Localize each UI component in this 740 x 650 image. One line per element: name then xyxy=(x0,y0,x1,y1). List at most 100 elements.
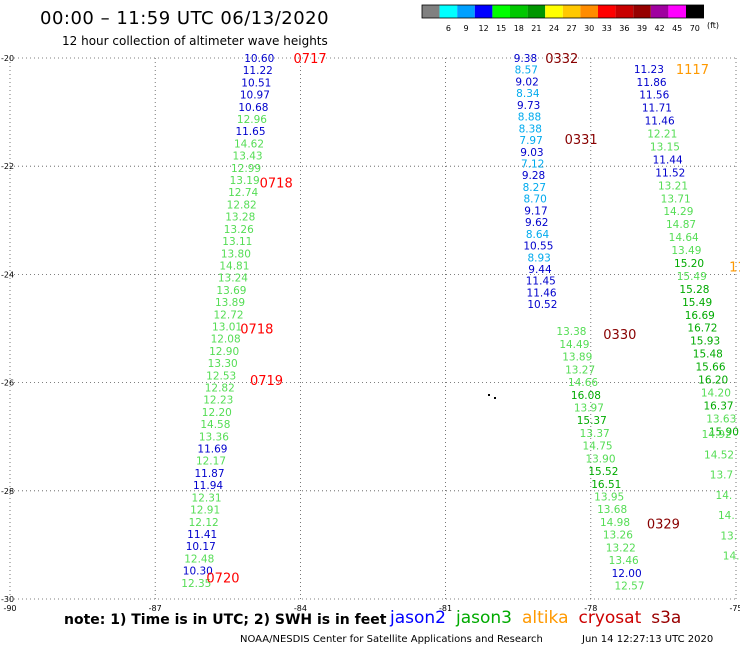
x-tick-label: -90 xyxy=(3,604,16,613)
satellite-legend-jason3: jason3 xyxy=(456,608,512,628)
wave-height-value: 11.23 xyxy=(634,64,664,76)
wave-height-value: 10.30 xyxy=(183,566,213,578)
wave-height-value: 13.37 xyxy=(580,428,610,440)
wave-height-value: 15.20 xyxy=(674,258,704,270)
chart-title: 00:00 – 11:59 UTC 06/13/2020 xyxy=(40,8,330,29)
wave-height-value: 8.38 xyxy=(519,123,542,135)
pass-number-label: 0717 xyxy=(294,52,327,67)
x-tick-label: -75 xyxy=(729,604,740,613)
wave-height-value: 13.26 xyxy=(603,530,633,542)
wave-height-value: 16.51 xyxy=(591,479,621,491)
chart-subtitle: 12 hour collection of altimeter wave hei… xyxy=(62,34,328,48)
legend-label: 24 xyxy=(549,24,559,33)
y-tick-label: -20 xyxy=(1,54,14,63)
wave-height-value: 13.49 xyxy=(671,245,701,257)
wave-height-value: 7.97 xyxy=(519,135,542,147)
pass-number-label: 1117 xyxy=(676,63,709,78)
wave-height-value: 12.99 xyxy=(231,163,261,175)
wave-height-value: 13.68 xyxy=(597,504,627,516)
y-tick-label: -26 xyxy=(1,379,14,388)
wave-height-value: 9.62 xyxy=(525,217,548,229)
wave-height-value: 13.21 xyxy=(658,180,688,192)
wave-height-value: 11.65 xyxy=(235,126,265,138)
wave-height-value: 11.44 xyxy=(653,154,683,166)
wave-height-value: 13. xyxy=(720,530,737,542)
legend-swatch xyxy=(545,5,563,18)
wave-height-value: 8.34 xyxy=(516,88,540,100)
wave-height-value: 12.82 xyxy=(227,199,257,211)
wave-height-value: 8.93 xyxy=(527,252,550,264)
wave-height-value: 7.12 xyxy=(521,158,544,170)
wave-height-value: 9.28 xyxy=(522,170,545,182)
satellite-legend: jason2 jason3 altika cryosat s3a xyxy=(390,608,691,628)
wave-height-value: 12.12 xyxy=(189,517,219,529)
wave-height-value: 13.15 xyxy=(650,141,680,153)
wave-height-value: 14. xyxy=(718,510,735,522)
wave-height-value: 8.70 xyxy=(523,194,546,206)
satellite-tracks: 10.6011.2210.5110.9710.6812.9611.6514.62… xyxy=(181,53,739,592)
wave-height-value: 15.49 xyxy=(677,271,707,283)
legend-swatch xyxy=(580,5,598,18)
wave-height-value: 11.56 xyxy=(639,90,669,102)
legend-label: 12 xyxy=(479,24,489,33)
y-tick-label: -30 xyxy=(1,595,14,604)
wave-height-value: 12.23 xyxy=(203,395,233,407)
wave-height-value: 11.87 xyxy=(194,468,224,480)
wave-height-value: 14.98 xyxy=(600,517,630,529)
wave-height-value: 13.22 xyxy=(606,542,636,554)
pass-number-label: 0720 xyxy=(206,571,239,586)
wave-height-value: 13.43 xyxy=(233,151,263,163)
legend-swatch xyxy=(457,5,475,18)
pass-number-label: 0719 xyxy=(250,374,283,389)
y-tick-label: -24 xyxy=(1,270,14,279)
wave-height-value: 14.52 xyxy=(704,449,734,461)
legend-label: 6 xyxy=(446,24,451,33)
wave-height-value: 8.88 xyxy=(518,112,541,124)
wave-height-value: 13.95 xyxy=(594,491,624,503)
legend-swatch xyxy=(598,5,616,18)
wave-height-value: 9.73 xyxy=(517,100,540,112)
wave-height-value: 10.17 xyxy=(186,541,216,553)
legend-label: 36 xyxy=(619,24,629,33)
wave-height-value: 11.45 xyxy=(526,276,556,288)
wave-height-value: 16.69 xyxy=(685,310,715,322)
wave-height-value: 13.69 xyxy=(216,285,246,297)
wave-height-value: 12.21 xyxy=(647,129,677,141)
wave-height-value: 11.69 xyxy=(197,444,227,456)
legend-label: 18 xyxy=(514,24,524,33)
legend-swatch xyxy=(527,5,546,18)
wave-height-value: 14. xyxy=(723,551,740,563)
wave-height-value: 14.81 xyxy=(219,260,249,272)
footer-note: note: 1) Time is in UTC; 2) SWH is in fe… xyxy=(64,612,387,628)
wave-height-value: 9.44 xyxy=(528,264,552,276)
wave-height-value: 14.62 xyxy=(234,138,264,150)
wave-height-value: 16.37 xyxy=(704,400,734,412)
wave-height-value: 14.49 xyxy=(559,339,589,351)
legend-label: 27 xyxy=(567,24,577,33)
wave-height-value: 8.27 xyxy=(523,182,546,194)
wave-height-value: 13.36 xyxy=(199,431,229,443)
wave-height-value: 14.58 xyxy=(200,419,230,431)
wave-height-value: 12.74 xyxy=(228,187,258,199)
wave-height-value: 11.46 xyxy=(645,116,675,128)
wave-height-value: 10.60 xyxy=(244,53,274,65)
wave-height-value: 13.89 xyxy=(562,352,592,364)
wave-height-value: 10.68 xyxy=(238,102,268,114)
satellite-legend-cryosat: cryosat xyxy=(578,608,642,628)
wave-height-value: 9.17 xyxy=(524,205,547,217)
legend-label: 15 xyxy=(496,24,506,33)
wave-height-value: 15.66 xyxy=(695,362,725,374)
legend-label: 9 xyxy=(463,24,468,33)
satellite-legend-jason2: jason2 xyxy=(390,608,446,628)
wave-height-value: 15.49 xyxy=(682,297,712,309)
wave-height-value: 8.57 xyxy=(515,65,538,77)
wave-height-value: 13.11 xyxy=(222,236,252,248)
wave-height-value: 12.20 xyxy=(202,407,232,419)
wave-height-value: 14.20 xyxy=(701,387,731,399)
credit-line: NOAA/NESDIS Center for Satellite Applica… xyxy=(240,634,543,645)
wave-height-value: 12.53 xyxy=(206,370,236,382)
legend-label: 33 xyxy=(602,24,612,33)
satellite-legend-altika: altika xyxy=(522,608,569,628)
pass-number-label: 1116 xyxy=(729,260,740,275)
